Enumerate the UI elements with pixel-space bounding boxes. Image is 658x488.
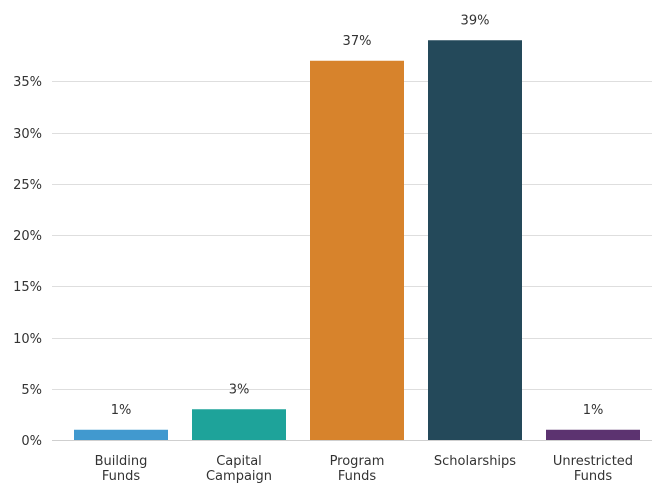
x-tick-label-line: Capital: [216, 454, 262, 469]
x-tick-label: Capital Campaign: [206, 454, 272, 483]
y-tick-label: 25%: [13, 178, 42, 193]
y-axis: 0% 5% 10% 15% 20% 25% 30% 35%: [13, 75, 42, 449]
y-tick-label: 15%: [13, 280, 42, 295]
x-tick-label-line: Campaign: [206, 469, 272, 483]
x-tick-label-line: Program: [330, 454, 385, 469]
y-tick-label: 5%: [21, 383, 42, 398]
x-tick-label-line: Unrestricted: [553, 454, 633, 469]
data-label: 1%: [111, 403, 132, 418]
data-label: 3%: [229, 382, 250, 397]
x-tick-label-line: Scholarships: [434, 454, 516, 469]
x-tick-label-line: Building: [95, 454, 148, 469]
data-label: 1%: [583, 403, 604, 418]
x-tick-label: Program Funds: [330, 454, 385, 483]
x-tick-label-line: Funds: [338, 469, 376, 483]
x-tick-label: Building Funds: [95, 454, 148, 483]
x-tick-label: Unrestricted Funds: [553, 454, 633, 483]
x-tick-label: Scholarships: [434, 454, 516, 469]
y-tick-label: 35%: [13, 75, 42, 90]
y-tick-label: 10%: [13, 332, 42, 347]
x-tick-label-line: Funds: [574, 469, 612, 483]
data-label: 37%: [343, 34, 372, 49]
y-tick-label: 20%: [13, 229, 42, 244]
y-tick-label: 30%: [13, 127, 42, 142]
bars: [74, 40, 640, 440]
bar: [74, 429, 168, 440]
bar: [192, 409, 286, 440]
data-labels: 1% 3% 37% 39% 1%: [111, 13, 604, 418]
data-label: 39%: [461, 13, 490, 28]
y-tick-label: 0%: [21, 434, 42, 449]
bar: [546, 429, 640, 440]
bar: [428, 40, 522, 440]
x-tick-label-line: Funds: [102, 469, 140, 483]
bar: [310, 60, 404, 440]
